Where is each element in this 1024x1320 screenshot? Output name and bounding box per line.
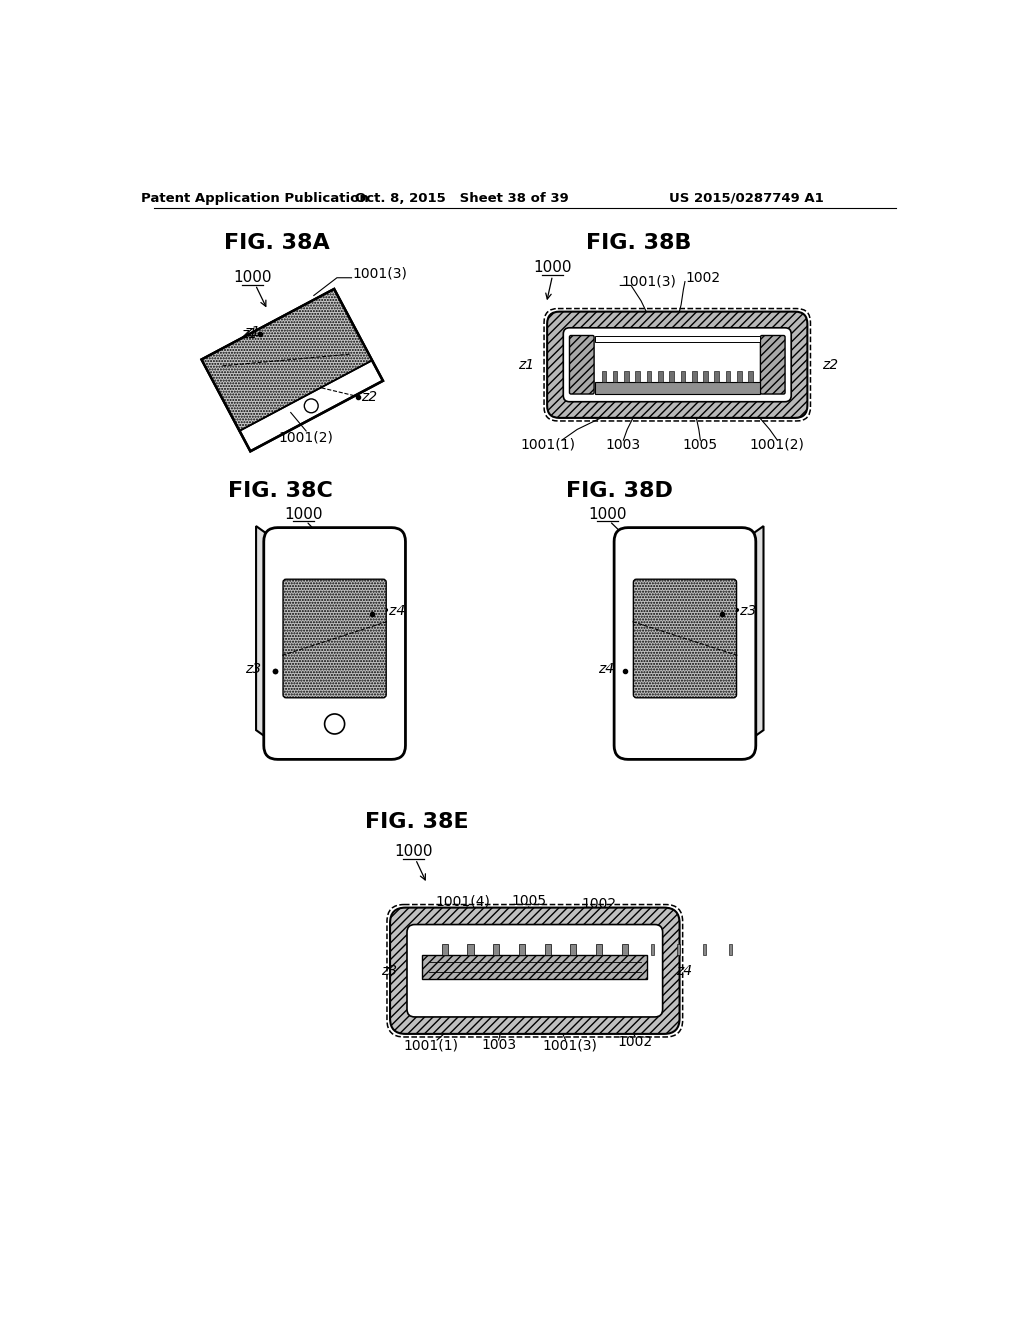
Circle shape xyxy=(304,399,318,413)
Bar xyxy=(647,371,651,381)
Polygon shape xyxy=(256,527,278,746)
Bar xyxy=(570,944,577,954)
Text: •z3: •z3 xyxy=(733,603,757,618)
Text: 1000: 1000 xyxy=(285,507,323,521)
Bar xyxy=(737,371,741,381)
FancyBboxPatch shape xyxy=(569,335,594,395)
Bar xyxy=(519,944,525,954)
Bar xyxy=(729,944,732,954)
Bar xyxy=(467,944,473,954)
Text: z2: z2 xyxy=(360,391,377,404)
Text: 1000: 1000 xyxy=(589,507,628,521)
Text: 1000: 1000 xyxy=(394,843,433,859)
Text: z1: z1 xyxy=(241,327,257,341)
Bar xyxy=(625,371,629,381)
Text: 1000: 1000 xyxy=(534,260,571,276)
Bar xyxy=(702,944,706,954)
Text: 1001(3): 1001(3) xyxy=(352,267,408,281)
FancyBboxPatch shape xyxy=(283,579,386,698)
Bar xyxy=(658,371,663,381)
Text: 1002: 1002 xyxy=(685,271,720,285)
Text: 1003: 1003 xyxy=(606,438,641,451)
FancyBboxPatch shape xyxy=(547,312,807,418)
Text: FIG. 38C: FIG. 38C xyxy=(228,480,333,502)
Polygon shape xyxy=(202,289,383,451)
Bar xyxy=(422,954,647,979)
Text: FIG. 38A: FIG. 38A xyxy=(224,234,330,253)
FancyBboxPatch shape xyxy=(761,335,785,395)
Text: z1: z1 xyxy=(245,326,261,339)
Text: 1001(2): 1001(2) xyxy=(750,438,805,451)
Text: •z4: •z4 xyxy=(382,603,407,618)
Bar xyxy=(622,944,628,954)
FancyBboxPatch shape xyxy=(634,579,736,698)
Bar xyxy=(726,371,730,381)
Text: 1003: 1003 xyxy=(481,1039,516,1052)
Polygon shape xyxy=(202,289,372,430)
Text: FIG. 38B: FIG. 38B xyxy=(586,234,691,253)
Bar xyxy=(595,337,760,342)
Bar xyxy=(715,371,719,381)
Text: z3: z3 xyxy=(381,964,397,978)
Text: 1001(3): 1001(3) xyxy=(621,275,676,289)
Text: FIG. 38D: FIG. 38D xyxy=(566,480,673,502)
Text: z1: z1 xyxy=(518,358,535,372)
Text: 1001(2): 1001(2) xyxy=(279,430,334,444)
Text: z3: z3 xyxy=(245,663,261,676)
Text: 1002: 1002 xyxy=(582,896,616,911)
Bar xyxy=(601,371,606,381)
Bar xyxy=(703,371,708,381)
Bar xyxy=(596,944,602,954)
Text: 1005: 1005 xyxy=(683,438,718,451)
Bar xyxy=(692,371,696,381)
Bar xyxy=(612,371,617,381)
Bar xyxy=(670,371,674,381)
Bar xyxy=(441,944,447,954)
Text: z4: z4 xyxy=(676,964,692,978)
Bar xyxy=(749,371,753,381)
Text: 1001(1): 1001(1) xyxy=(403,1039,459,1052)
Text: 1001(1): 1001(1) xyxy=(520,438,575,451)
Text: Oct. 8, 2015   Sheet 38 of 39: Oct. 8, 2015 Sheet 38 of 39 xyxy=(354,191,568,205)
Bar xyxy=(545,944,551,954)
Text: z2: z2 xyxy=(822,358,839,372)
Circle shape xyxy=(325,714,345,734)
Bar xyxy=(681,371,685,381)
Text: 1000: 1000 xyxy=(233,271,271,285)
Text: 1001(3): 1001(3) xyxy=(542,1039,597,1052)
Text: US 2015/0287749 A1: US 2015/0287749 A1 xyxy=(670,191,824,205)
Text: FIG. 38E: FIG. 38E xyxy=(366,812,469,832)
FancyBboxPatch shape xyxy=(407,924,663,1016)
FancyBboxPatch shape xyxy=(264,528,406,759)
Bar xyxy=(494,944,500,954)
Text: 1005: 1005 xyxy=(511,895,546,908)
FancyBboxPatch shape xyxy=(614,528,756,759)
Bar xyxy=(677,944,680,954)
FancyBboxPatch shape xyxy=(563,327,792,401)
Bar xyxy=(651,944,654,954)
Bar xyxy=(595,381,760,395)
Text: Patent Application Publication: Patent Application Publication xyxy=(141,191,370,205)
FancyBboxPatch shape xyxy=(390,908,680,1034)
Bar xyxy=(636,371,640,381)
Text: 1001(4): 1001(4) xyxy=(436,895,490,908)
Text: 1002: 1002 xyxy=(617,1035,652,1049)
Text: z4: z4 xyxy=(598,663,614,676)
Polygon shape xyxy=(742,527,764,746)
